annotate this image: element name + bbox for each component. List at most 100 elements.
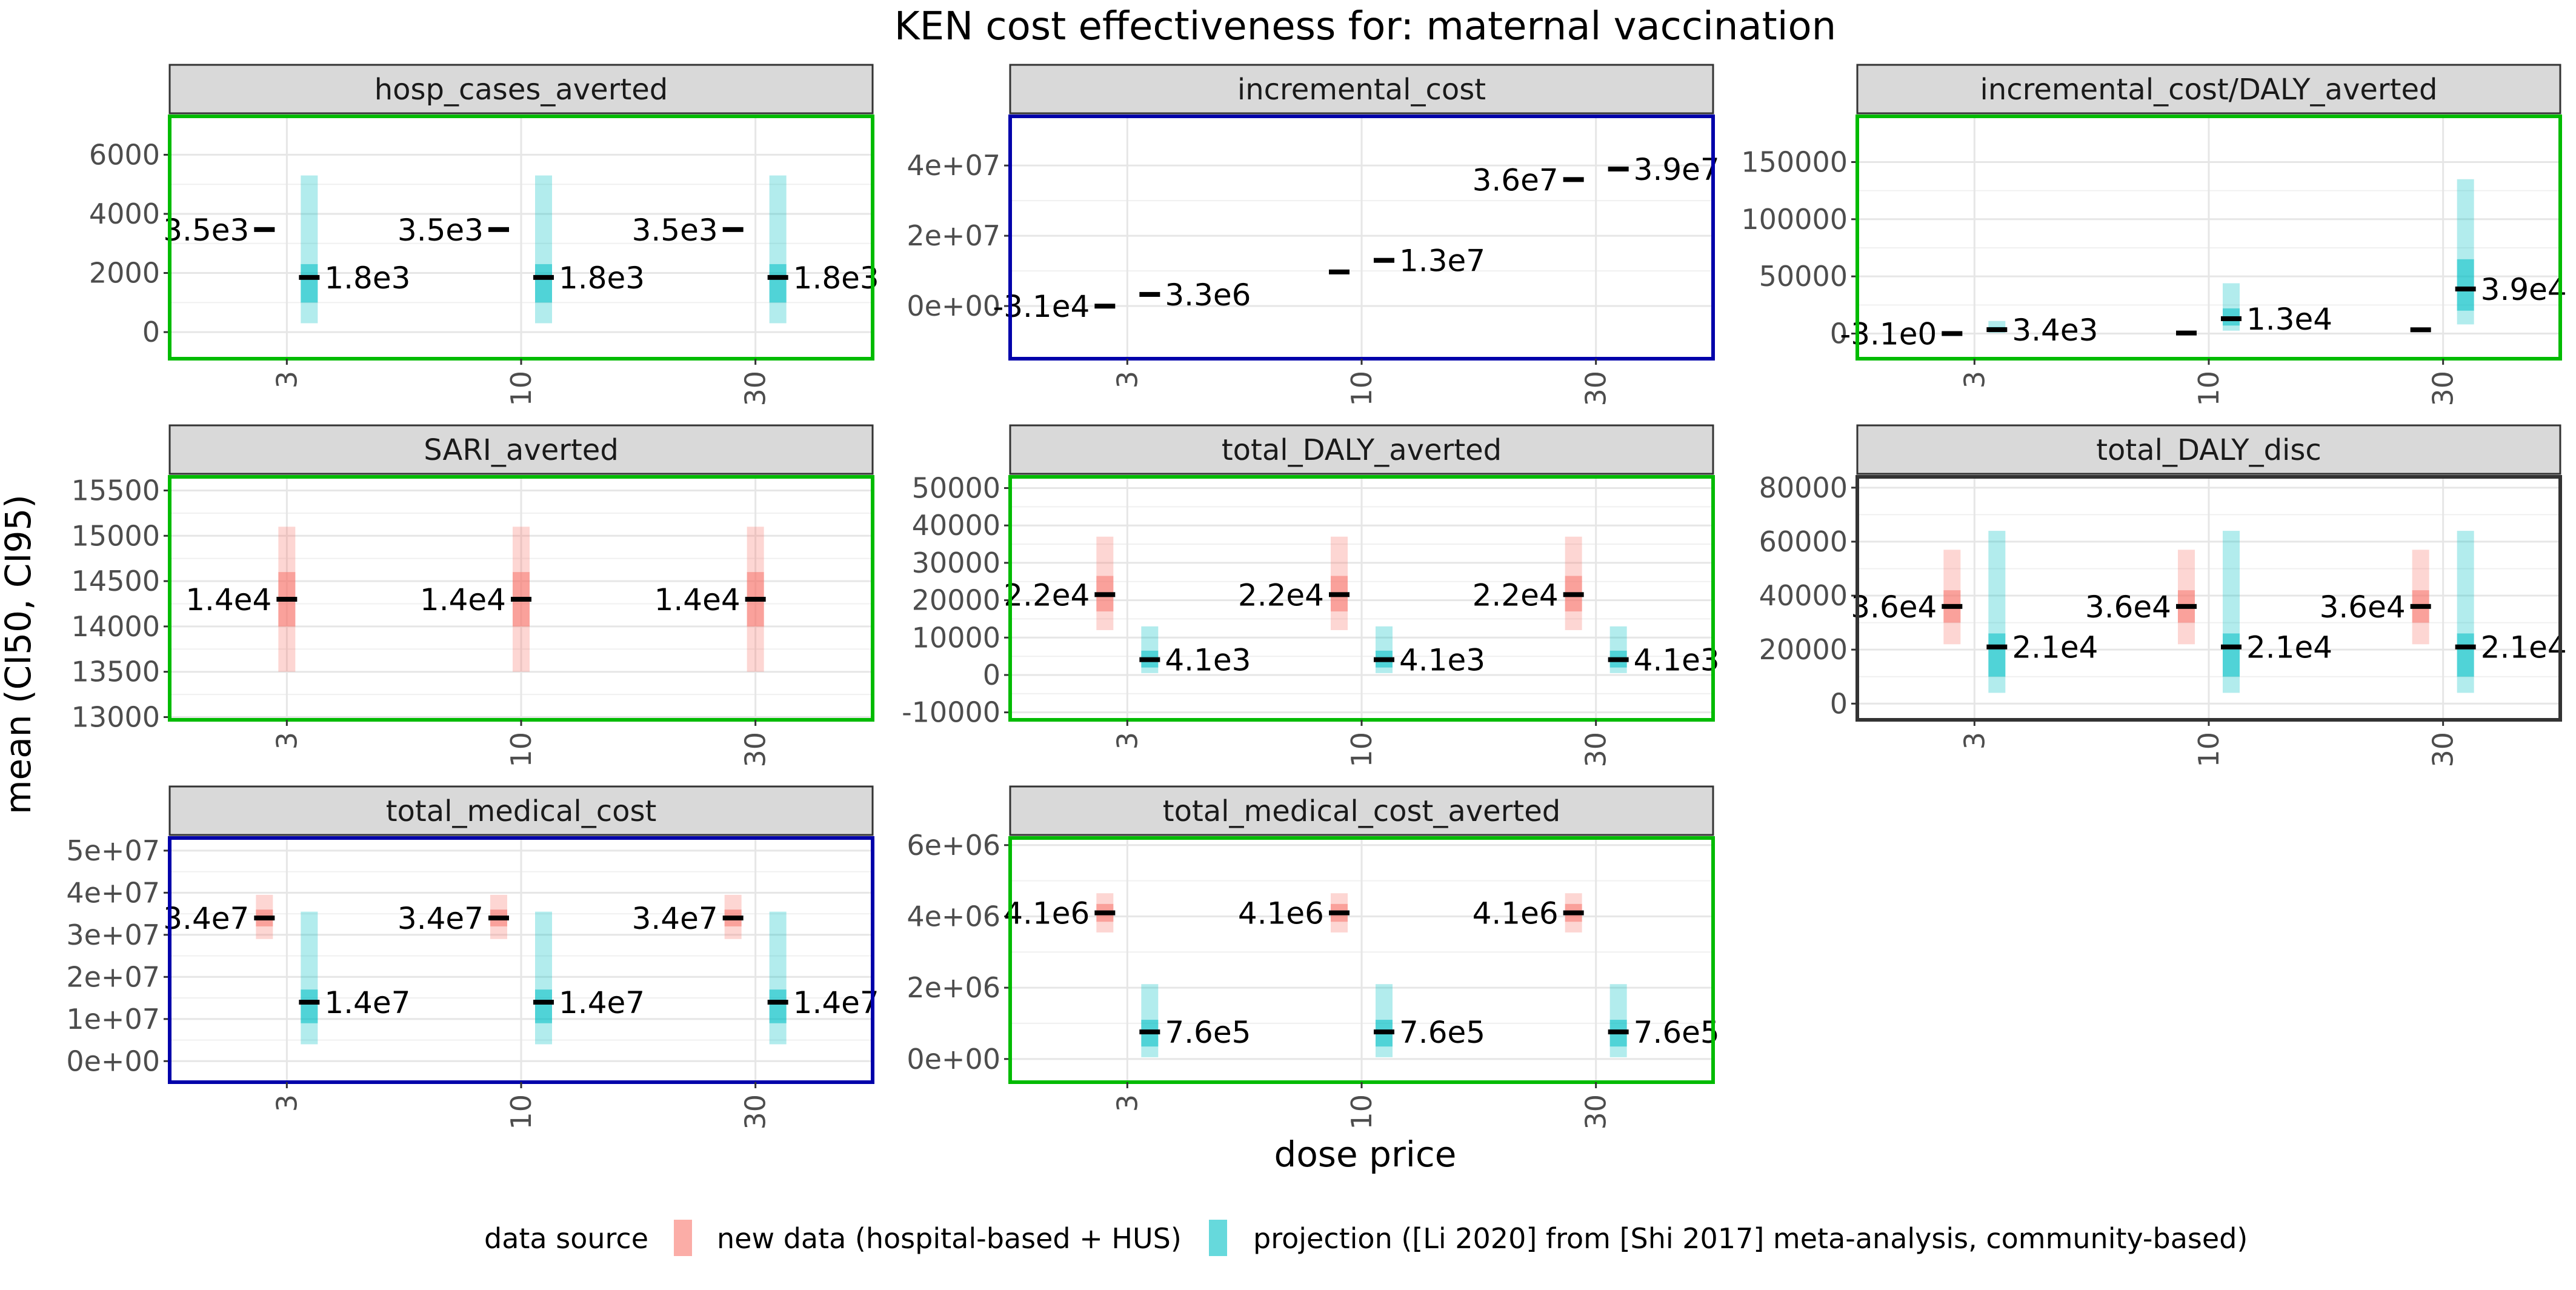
- mean-marker-new: [1942, 331, 1963, 336]
- mean-marker-projection: [1139, 657, 1160, 662]
- x-tick-label: 30: [739, 732, 772, 768]
- data-label-new: 4.1e6: [1238, 896, 1324, 931]
- panel-total-medical-cost: 0e+00 1e+07 2e+07 3e+07 4e+07 5e+07 3.4e7 3.4e7…: [66, 785, 879, 1130]
- y-tick-label: 4000: [89, 198, 160, 230]
- data-label-new: 3.5e3: [163, 213, 249, 248]
- mean-marker-new: [276, 596, 298, 602]
- mean-marker-new: [1563, 910, 1584, 916]
- x-tick-label: 3: [1111, 371, 1143, 388]
- x-tick-label: 10: [1345, 371, 1378, 407]
- ci50-band-projection: [301, 264, 318, 303]
- x-tick-label: 10: [2192, 371, 2225, 407]
- strip-label-total-daly-disc: total_DALY_disc: [2096, 433, 2321, 467]
- data-label-projection: 1.4e7: [793, 985, 879, 1020]
- x-tick-label: 3: [1958, 371, 1991, 388]
- data-label-new: 3.4e7: [632, 901, 718, 936]
- x-tick-label: 3: [1958, 732, 1991, 750]
- y-tick-label: 80000: [1759, 471, 1848, 504]
- mean-marker-projection: [533, 274, 554, 280]
- y-tick-label: 2000: [89, 257, 160, 290]
- mean-marker-projection: [533, 999, 554, 1005]
- y-tick-label: 4e+07: [907, 149, 1000, 182]
- data-label-projection: 7.6e5: [1165, 1015, 1251, 1050]
- legend-label-projection: projection ([Li 2020] from [Shi 2017] me…: [1253, 1222, 2248, 1255]
- data-label-projection: 1.3e4: [2246, 302, 2332, 337]
- mean-marker-new: [1942, 603, 1963, 609]
- x-tick-label: 3: [1111, 1094, 1143, 1112]
- mean-marker-projection: [299, 999, 320, 1005]
- mean-marker-new: [722, 227, 744, 232]
- strip-background: [1009, 424, 1714, 475]
- y-tick-label: 15500: [72, 474, 160, 507]
- data-label-new: 2.2e4: [1238, 577, 1324, 613]
- y-tick-label: 40000: [1759, 579, 1848, 612]
- ci50-band-projection: [769, 989, 787, 1023]
- mean-marker-new: [2176, 330, 2197, 336]
- facet-panels: 0 2000 4000 6000 3.5e3 3.5e3 3.5e3 1.8e3 1.8e3 1.…: [66, 64, 2567, 1130]
- strip-background: [1856, 64, 2561, 115]
- panel-incremental-cost-daly-averted: 0 50000 100000 150000 -3.1e0 3.4e3 1.3e4 3.9e4 i…: [1741, 64, 2567, 407]
- data-label-projection: 3.9e4: [2481, 272, 2567, 307]
- y-tick-label: 13500: [72, 656, 160, 688]
- mean-marker-new: [488, 227, 509, 232]
- x-tick-label: 30: [2427, 732, 2460, 768]
- panel-total-daly-disc: 0 20000 40000 60000 80000 3.6e4 3.6e4 3.6e4 2.1e…: [1759, 424, 2567, 768]
- x-tick-label: 30: [1580, 1094, 1612, 1130]
- strip-background: [168, 64, 874, 115]
- y-tick-label: 20000: [1759, 633, 1848, 666]
- y-tick-label: 13000: [72, 701, 160, 734]
- mean-marker-new: [1563, 177, 1584, 182]
- y-tick-label: 14000: [72, 610, 160, 643]
- data-label-new: 1.4e4: [654, 582, 741, 617]
- x-tick-label: 3: [270, 732, 303, 750]
- mean-marker-new: [722, 916, 744, 921]
- strip-label-hosp-cases-averted: hosp_cases_averted: [374, 73, 668, 107]
- y-tick-label: 0e+00: [66, 1045, 160, 1077]
- y-tick-label: 2e+07: [907, 219, 1000, 252]
- x-tick-label: 10: [1345, 1094, 1378, 1130]
- ci50-band-projection: [769, 264, 787, 303]
- data-label-projection: 7.6e5: [1634, 1015, 1720, 1050]
- mean-marker-new: [2176, 603, 2197, 609]
- y-tick-label: 5e+07: [66, 834, 160, 867]
- data-label-new: 3.4e7: [163, 901, 249, 936]
- x-tick-label: 3: [270, 371, 303, 388]
- panel-incremental-cost: 0e+00 2e+07 4e+07 -3.1e4 3.6e7 3.3e6 1.3e7 3.9e…: [907, 64, 1720, 407]
- mean-marker-projection: [1608, 1029, 1629, 1035]
- data-label-new: 2.2e4: [1003, 577, 1090, 613]
- ci95-band-projection: [769, 911, 787, 1045]
- y-tick-label: 3e+07: [66, 919, 160, 951]
- x-tick-label: 3: [270, 1094, 303, 1112]
- x-tick-label: 30: [739, 1094, 772, 1130]
- ci50-band-projection: [535, 989, 552, 1023]
- mean-marker-projection: [1374, 657, 1394, 662]
- x-tick-label: 30: [1580, 732, 1612, 768]
- x-tick-label: 10: [1345, 732, 1378, 768]
- data-label-projection: 2.1e4: [2481, 630, 2567, 665]
- mean-marker-new: [1094, 304, 1116, 309]
- x-tick-label: 10: [2192, 732, 2225, 768]
- x-tick-label: 10: [505, 1094, 537, 1130]
- mean-marker-new: [1329, 269, 1350, 274]
- x-tick-label: 30: [1580, 371, 1612, 407]
- y-tick-label: 40000: [912, 509, 1000, 542]
- data-label-projection: 2.1e4: [2012, 630, 2098, 665]
- mean-marker-projection: [2221, 316, 2242, 321]
- x-axis-title: dose price: [1274, 1134, 1457, 1175]
- strip-label-incremental-cost-daly-averted: incremental_cost/DALY_averted: [1980, 73, 2438, 107]
- data-label-projection: 1.8e3: [559, 261, 645, 296]
- data-label-projection: 1.4e7: [324, 985, 410, 1020]
- data-label-projection: 3.3e6: [1165, 278, 1251, 313]
- y-tick-label: 0: [983, 659, 1000, 691]
- data-label-projection: 1.4e7: [559, 985, 645, 1020]
- data-label-projection: 4.1e3: [1399, 643, 1485, 678]
- strip-background: [168, 424, 874, 475]
- data-label-new: 4.1e6: [1473, 896, 1559, 931]
- y-tick-label: 0: [142, 316, 160, 348]
- x-tick-label: 10: [505, 732, 537, 768]
- y-tick-label: 0e+00: [907, 1043, 1000, 1076]
- mean-marker-projection: [1374, 1029, 1394, 1035]
- data-label-new: 3.6e4: [1851, 590, 1937, 625]
- y-tick-label: 20000: [912, 584, 1000, 617]
- mean-marker-projection: [1608, 657, 1629, 662]
